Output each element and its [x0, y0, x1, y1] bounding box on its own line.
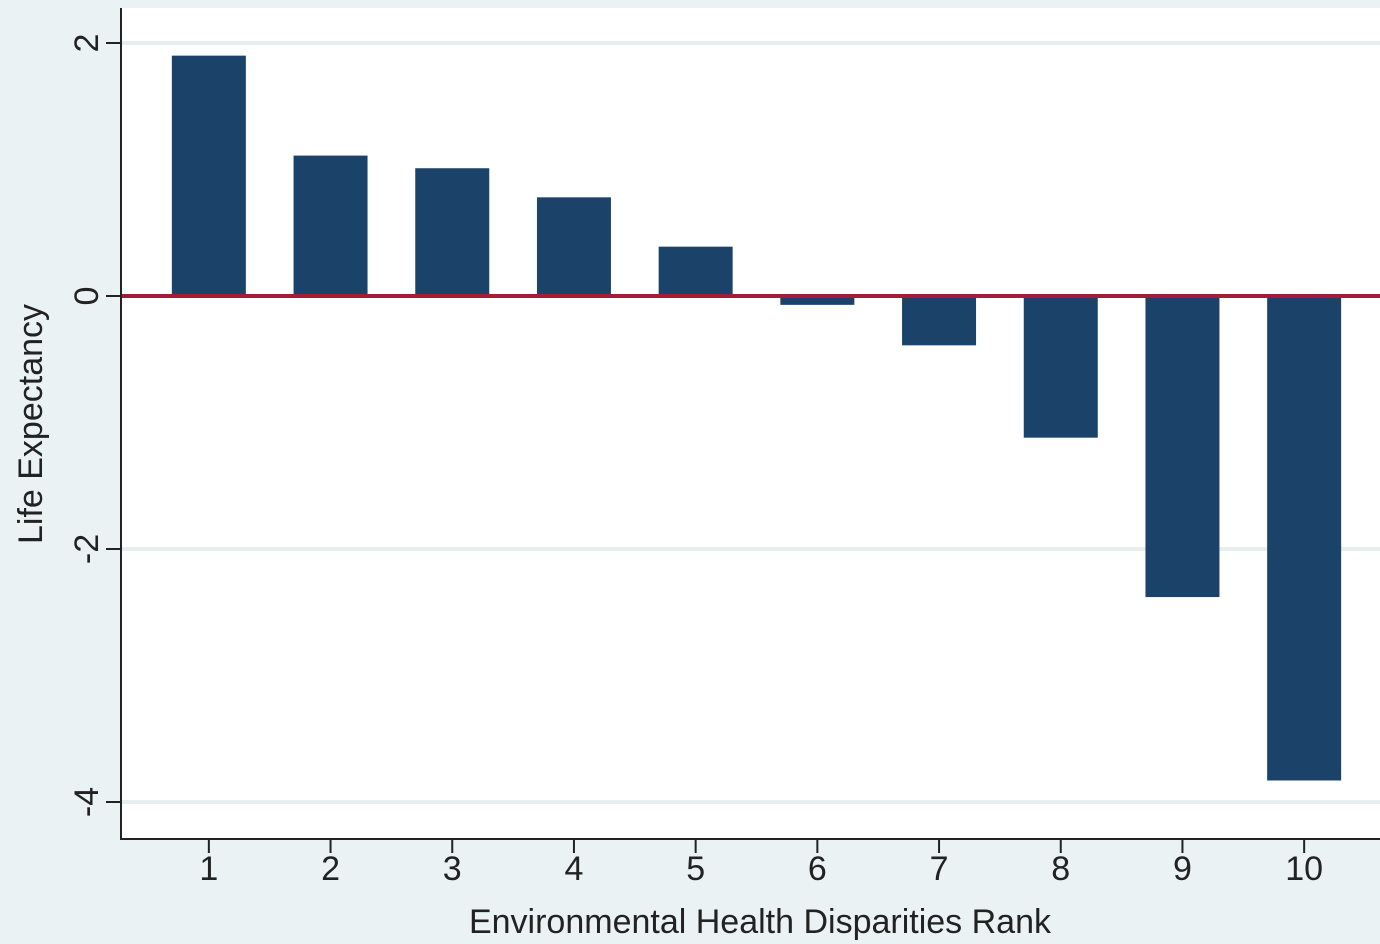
- x-tick-label: 3: [443, 850, 462, 888]
- bars: [171, 55, 1342, 781]
- x-tick-label: 10: [1285, 850, 1323, 888]
- y-tick-label: 0: [68, 287, 106, 306]
- bar: [780, 296, 855, 305]
- bar: [293, 155, 368, 296]
- y-tick-label: -4: [68, 787, 106, 817]
- x-tick-label: 4: [564, 850, 583, 888]
- bar: [415, 168, 490, 296]
- x-tick-label: 2: [321, 850, 340, 888]
- y-axis-title: Life Expectancy: [12, 304, 50, 544]
- x-tick-label: 8: [1051, 850, 1070, 888]
- x-tick-label: 1: [199, 850, 218, 888]
- bar: [1023, 296, 1098, 438]
- bar: [902, 296, 977, 346]
- x-tick-label: 5: [686, 850, 705, 888]
- bar: [171, 55, 246, 297]
- bar: [536, 197, 611, 296]
- y-tick-label: 2: [68, 34, 106, 53]
- x-axis-title: Environmental Health Disparities Rank: [469, 903, 1052, 941]
- bar: [1145, 296, 1220, 598]
- y-axis-ticks: 2 0 -2 -4: [68, 34, 121, 817]
- bar: [658, 246, 733, 296]
- y-tick-label: -2: [68, 534, 106, 564]
- x-tick-label: 9: [1173, 850, 1192, 888]
- x-axis-ticks: 1 2 3 4 5 6 7 8 9 10: [199, 839, 1323, 888]
- x-tick-label: 6: [808, 850, 827, 888]
- bar: [1267, 296, 1342, 781]
- x-tick-label: 7: [930, 850, 949, 888]
